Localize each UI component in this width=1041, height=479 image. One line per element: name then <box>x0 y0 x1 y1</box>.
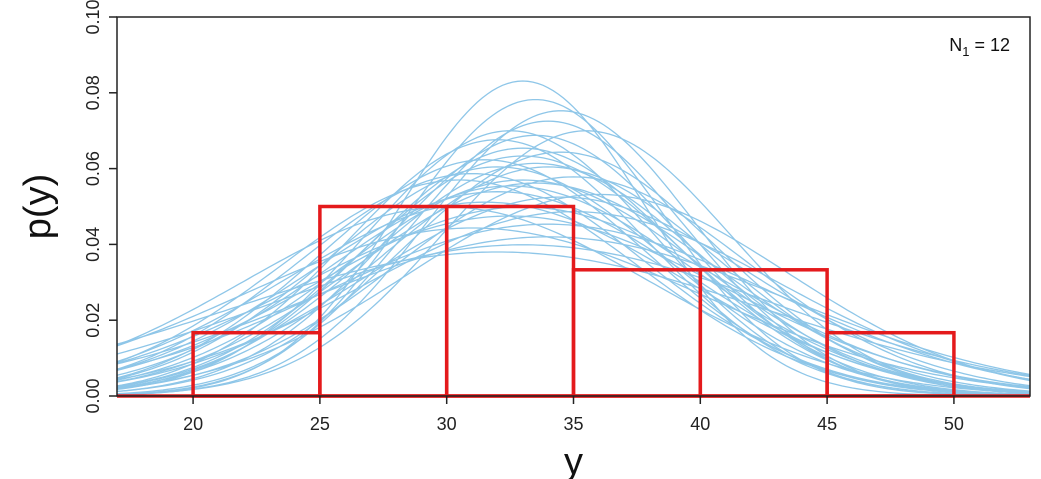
x-axis-label: y <box>564 441 583 479</box>
y-tick-label: 0.08 <box>83 75 103 110</box>
x-tick-label: 50 <box>944 414 964 434</box>
y-axis: 0.00 0.02 0.04 0.06 0.08 0.10 <box>83 0 117 414</box>
y-tick-label: 0.00 <box>83 378 103 413</box>
annotation-prefix: N <box>949 35 962 55</box>
y-tick-label: 0.10 <box>83 0 103 35</box>
x-tick-label: 35 <box>563 414 583 434</box>
x-tick-label: 25 <box>310 414 330 434</box>
x-tick-label: 20 <box>183 414 203 434</box>
density-curve-24 <box>116 193 1031 389</box>
annotation-subscript: 1 <box>962 44 969 59</box>
density-curve-23 <box>116 151 1031 394</box>
annotation-value: = 12 <box>969 35 1010 55</box>
x-tick-label: 30 <box>437 414 457 434</box>
y-tick-label: 0.02 <box>83 303 103 338</box>
x-tick-label: 40 <box>690 414 710 434</box>
x-tick-label: 45 <box>817 414 837 434</box>
density-curve-12 <box>116 176 1031 390</box>
density-curve-29 <box>116 179 1031 394</box>
y-tick-label: 0.06 <box>83 151 103 186</box>
density-curve-22 <box>116 139 1030 397</box>
density-curve-34 <box>116 110 1031 397</box>
x-axis: 20 25 30 35 40 45 50 <box>183 396 964 434</box>
histogram-bar-2 <box>318 204 449 398</box>
y-tick-label: 0.04 <box>83 227 103 262</box>
density-curve-27 <box>116 185 1031 394</box>
sample-size-annotation: N1 = 12 <box>949 35 1010 59</box>
y-axis-label: p(y) <box>17 174 59 239</box>
